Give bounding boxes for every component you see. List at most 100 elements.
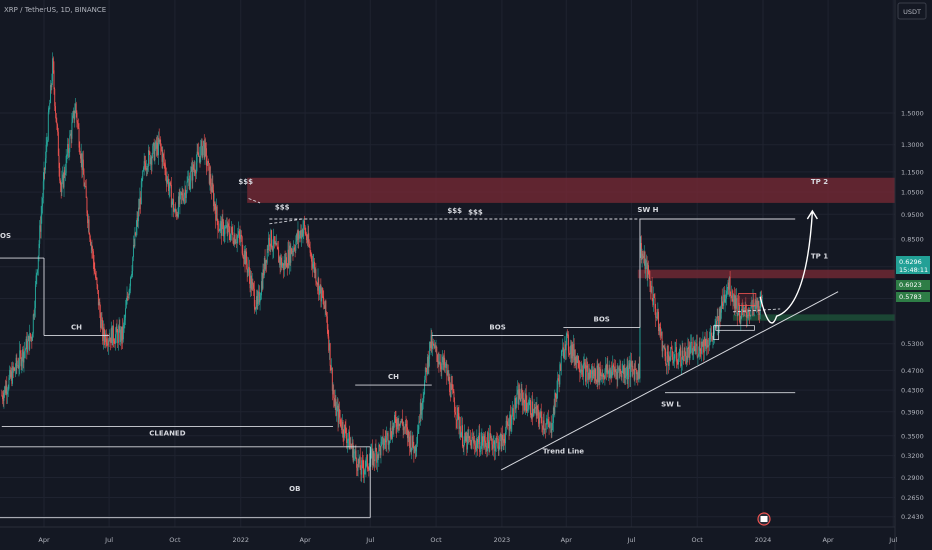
price-axis-bg — [895, 0, 932, 550]
candle-body — [692, 351, 694, 355]
candle-body — [698, 341, 700, 354]
candle-body — [305, 233, 307, 235]
candle-body — [126, 296, 128, 304]
liquidity-label-3: $$$ — [468, 208, 483, 216]
candle-body — [699, 341, 701, 351]
candle-body — [489, 433, 491, 438]
candle-body — [37, 269, 39, 274]
candle-body — [404, 427, 406, 429]
candle-body — [42, 198, 44, 207]
candle-body — [552, 407, 554, 424]
candle-body — [180, 192, 182, 193]
candle-body — [547, 419, 549, 424]
x-tick-label: 2022 — [232, 536, 249, 544]
candle-body — [567, 333, 569, 335]
candle-body — [220, 221, 222, 224]
candle-body — [371, 448, 373, 451]
x-tick-label: 2023 — [494, 536, 511, 544]
candle-body — [580, 369, 582, 372]
candle-body — [607, 364, 609, 374]
candle-body — [190, 171, 192, 183]
candle-body — [513, 418, 515, 420]
candle-body — [217, 219, 219, 231]
candle-body — [142, 170, 144, 180]
candle-body — [270, 230, 272, 247]
candle-body — [382, 436, 384, 449]
candle-body — [678, 358, 680, 365]
candle-body — [439, 361, 441, 365]
candle-body — [495, 438, 497, 447]
candle-body — [670, 346, 672, 361]
candle-body — [421, 410, 423, 415]
time-axis[interactable]: Apr Jul Oct 2022 Apr Jul Oct 2023 Apr Jul Oct 2024 A… — [0, 512, 897, 544]
candle-body — [124, 317, 126, 321]
candle-body — [189, 182, 191, 189]
candle-body — [395, 419, 397, 427]
candle-body — [452, 389, 454, 392]
candle-body — [139, 197, 141, 210]
candle-body — [346, 435, 348, 444]
candle-body — [394, 415, 396, 420]
candle-body — [590, 374, 592, 378]
candle-body — [268, 237, 270, 250]
candle-body — [133, 244, 135, 247]
candle-body — [587, 367, 589, 380]
price-axis[interactable]: USDT 1.5000 1.3000 1.1500 1.0500 0.9500 0.8500… — [894, 0, 932, 550]
candle-body — [29, 333, 31, 339]
candle-body — [429, 341, 431, 348]
candle-body — [248, 266, 250, 270]
candle-body — [663, 346, 665, 348]
candle-body — [277, 247, 279, 250]
candle-body — [609, 368, 611, 378]
candle-body — [32, 333, 34, 341]
price-tag-countdown: 15:48:11 — [899, 266, 928, 274]
candle-body — [466, 436, 468, 450]
candle-body — [429, 341, 431, 359]
candle-body — [163, 153, 164, 158]
candle-body — [761, 296, 763, 299]
candle-body — [138, 207, 140, 210]
candle-body — [432, 341, 433, 350]
price-tag-bg — [896, 256, 930, 274]
candle-body — [390, 427, 392, 437]
candle-body — [19, 350, 21, 366]
candle-body — [90, 244, 92, 246]
candle-body — [255, 308, 257, 310]
candle-body — [517, 389, 519, 394]
candle-body — [708, 338, 710, 346]
candle-body — [163, 157, 165, 165]
candle-body — [372, 451, 374, 465]
candle-body — [380, 441, 382, 456]
candle-body — [580, 369, 582, 373]
candle-body — [650, 285, 652, 293]
candle-body — [252, 282, 254, 285]
candle-body — [731, 295, 732, 299]
candle-body — [608, 371, 609, 374]
candle-body — [661, 331, 663, 352]
candle-body — [436, 346, 438, 355]
candle-body — [85, 186, 86, 187]
candle-body — [121, 326, 123, 341]
candle-body — [637, 373, 639, 380]
candle-body — [220, 221, 222, 236]
candle-body — [22, 349, 23, 362]
candle-body — [426, 368, 428, 375]
candle-body — [275, 242, 277, 246]
candle-body — [681, 350, 683, 364]
candle-body — [122, 324, 124, 340]
candle-body — [294, 249, 296, 251]
candle-body — [706, 338, 707, 349]
candle-body — [17, 364, 18, 366]
candle-body — [542, 425, 544, 430]
candle-body — [334, 398, 335, 407]
candle-body — [156, 142, 158, 149]
annotations: CH CLEANED OB CH BOS BOS SW H SW L $$$ OS $$$ $$$ $$… — [0, 178, 839, 519]
candle-body — [324, 300, 326, 309]
candle-body — [751, 300, 753, 307]
candle-body — [626, 365, 628, 376]
candle-body — [673, 358, 675, 361]
candle-body — [357, 458, 359, 471]
candle-body — [512, 408, 514, 414]
level-label: CH — [71, 324, 82, 332]
